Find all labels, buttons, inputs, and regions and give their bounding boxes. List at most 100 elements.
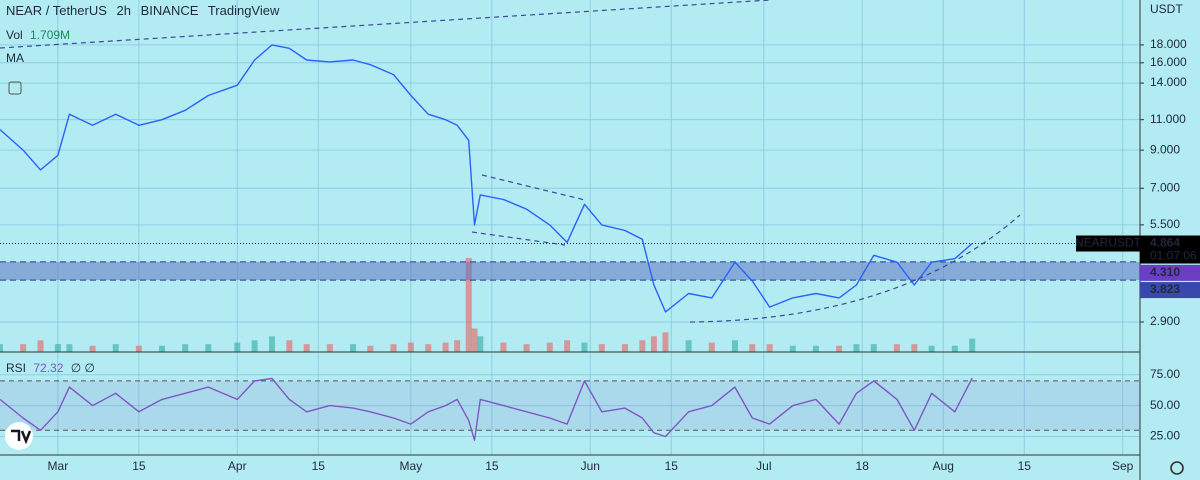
countdown: 01:07:06 [1150, 249, 1197, 263]
volume-bar [112, 344, 119, 352]
volume-bar [685, 340, 692, 352]
x-tick-label: 15 [485, 459, 499, 473]
volume-bar [523, 344, 530, 352]
y-tick-label: 2.900 [1150, 314, 1180, 328]
volume-pane [0, 258, 976, 352]
y-tick-label: 50.00 [1150, 398, 1180, 412]
y-tick-label: 75.00 [1150, 367, 1180, 381]
volume-bar [54, 344, 61, 352]
volume-bar [182, 344, 189, 352]
collapse-button[interactable] [8, 81, 22, 95]
volume-bar [326, 344, 333, 352]
x-tick-label: Jun [581, 459, 600, 473]
settings-button[interactable] [1170, 461, 1184, 475]
volume-bar [367, 345, 374, 352]
volume-bar [546, 342, 553, 352]
volume-bar [89, 345, 96, 352]
volume-bar [870, 344, 877, 352]
symbol: NEAR / TetherUS [6, 3, 107, 18]
y-tick-label: 9.000 [1150, 142, 1180, 156]
volume-bar [951, 345, 958, 352]
series-line [0, 44, 973, 313]
indicator-label[interactable]: MA [6, 51, 24, 65]
symbol-label: NEARUSDT [1075, 236, 1142, 250]
zone-box [0, 261, 1140, 281]
zone-label: 4.310 [1150, 265, 1180, 279]
volume-bar [766, 344, 773, 352]
x-tick-label: 15 [1018, 459, 1032, 473]
y-tick-label: 25.00 [1150, 429, 1180, 443]
volume-bar [471, 328, 478, 352]
x-tick-label: 15 [665, 459, 679, 473]
x-tick-label: 15 [312, 459, 326, 473]
volume-bar [268, 336, 275, 352]
x-tick-label: Apr [228, 459, 247, 473]
x-tick-label: Sep [1112, 459, 1134, 473]
volume-bar [66, 344, 73, 352]
volume-bar [205, 344, 212, 352]
curve-line [689, 214, 1021, 323]
volume-bar [749, 344, 756, 352]
volume-bar [407, 342, 414, 352]
y-tick-label: 11.000 [1150, 112, 1186, 126]
rsi-value: 72.32 [33, 361, 63, 375]
volume-bar [390, 344, 397, 352]
currency: USDT [1150, 2, 1183, 16]
exchange: BINANCE [141, 3, 199, 18]
volume-bar [812, 345, 819, 352]
zone-label-box [1140, 282, 1200, 299]
volume-bar [234, 342, 241, 352]
wedge-line [471, 231, 566, 246]
volume-bar [465, 258, 472, 352]
volume-bar [500, 342, 507, 352]
volume-bar [581, 342, 588, 352]
last-price-box [1140, 235, 1200, 264]
x-tick-label: Mar [48, 459, 69, 473]
volume-bar [893, 344, 900, 352]
volume-bar [911, 344, 918, 352]
symbol-box [1076, 235, 1140, 252]
zone-label-box [1140, 264, 1200, 281]
volume-bar [20, 344, 27, 352]
volume-bar [303, 344, 310, 352]
volume-bar [662, 332, 669, 352]
volume-bar [37, 340, 44, 352]
volume-bar [731, 340, 738, 352]
axes: Mar 15 Apr 15 May 15 Jun 15 Jul 18 Aug 15 Sep 18.000 1… [48, 37, 1200, 473]
x-tick-label: May [400, 459, 423, 473]
volume-bar [639, 340, 646, 352]
y-tick-label: 7.000 [1150, 180, 1180, 194]
volume-legend: Vol 1.709M [6, 28, 70, 42]
x-tick-label: 15 [132, 459, 146, 473]
x-tick-label: 18 [856, 459, 870, 473]
volume-bar [0, 344, 3, 352]
volume-bar [564, 340, 571, 352]
y-tick-label: 18.000 [1150, 37, 1187, 51]
volume-bar [425, 344, 432, 352]
rsi-band [0, 380, 1140, 431]
header: NEAR / TetherUS 2h BINANCE TradingView [6, 3, 280, 18]
volume-bar [477, 336, 484, 352]
volume-bar [928, 345, 935, 352]
volume-bar [135, 345, 142, 352]
volume-bar [836, 345, 843, 352]
y-tick-label: 5.500 [1150, 217, 1180, 231]
volume-bar [454, 340, 461, 352]
volume-bar [853, 344, 860, 352]
trend-line [0, 0, 771, 49]
x-tick-label: Aug [933, 459, 954, 473]
volume-bar [349, 344, 356, 352]
grid [0, 0, 1140, 455]
interval: 2h [117, 3, 131, 18]
zone [0, 261, 1140, 281]
rsi-legend: RSI 72.32 ∅ ∅ [6, 361, 95, 375]
volume-bar [251, 340, 258, 352]
y-tick-label: 14.000 [1150, 75, 1187, 89]
rsi-name: RSI [6, 361, 26, 375]
volume-bar [159, 345, 166, 352]
volume-bar [708, 342, 715, 352]
logo-mark [11, 429, 32, 445]
rsi-params: ∅ ∅ [71, 361, 95, 375]
